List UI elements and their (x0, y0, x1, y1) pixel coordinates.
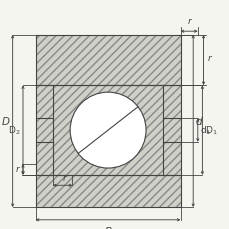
Bar (35, 119, 53, 142)
Text: d$_1$: d$_1$ (199, 124, 210, 137)
Text: r: r (16, 164, 19, 173)
Text: d: d (195, 116, 201, 126)
Text: D$_1$: D$_1$ (204, 124, 216, 137)
Bar (53, 86, 163, 175)
Bar (35, 175, 180, 207)
Bar (35, 35, 180, 86)
Text: D$_2$: D$_2$ (8, 124, 21, 137)
Bar (163, 119, 180, 142)
Bar (163, 86, 180, 175)
Text: r: r (207, 54, 211, 63)
Bar (35, 86, 53, 175)
Circle shape (70, 93, 145, 168)
Text: r: r (186, 17, 190, 26)
Text: D: D (2, 116, 10, 126)
Text: r: r (63, 173, 67, 182)
Text: B: B (104, 226, 111, 229)
